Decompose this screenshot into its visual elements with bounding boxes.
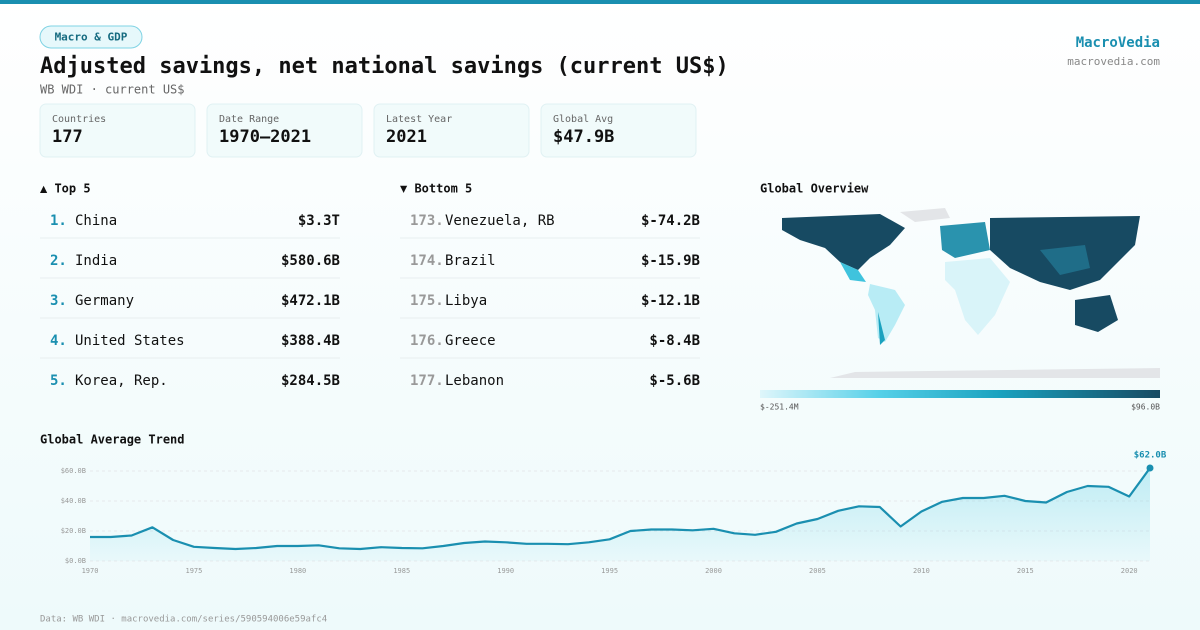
title: Adjusted savings, net national savings (… [40, 54, 729, 79]
legend-max: $96.0B [1131, 403, 1160, 412]
rank: 2. [50, 253, 67, 269]
x-tick-label: 1995 [601, 567, 618, 575]
site[interactable]: macrovedia.com [1067, 55, 1160, 68]
country-name: Lebanon [445, 373, 504, 389]
country-name: China [75, 213, 117, 229]
rank: 175. [410, 293, 444, 309]
y-tick-label: $60.0B [61, 467, 86, 475]
country-name: Venezuela, RB [445, 213, 555, 229]
country-name: Brazil [445, 253, 496, 269]
stat-value: 2021 [386, 127, 427, 147]
stat-card [373, 103, 530, 158]
badge-text: Macro & GDP [55, 31, 128, 44]
country-value: $-74.2B [641, 213, 700, 229]
rank: 3. [50, 293, 67, 309]
trend-line [90, 467, 1151, 551]
country-value: $472.1B [281, 293, 340, 309]
stat-label: Countries [52, 114, 106, 125]
end-point [1146, 464, 1154, 472]
rank: 174. [410, 253, 444, 269]
stat-card [39, 103, 196, 158]
stat-label: Global Avg [553, 114, 613, 125]
x-tick-label: 2000 [705, 567, 722, 575]
country-value: $3.3T [298, 213, 340, 229]
country-name: Greece [445, 333, 496, 349]
country-value: $-12.1B [641, 293, 700, 309]
rank: 1. [50, 213, 67, 229]
country-name: United States [75, 333, 185, 349]
subtitle: WB WDI · current US$ [40, 83, 185, 97]
map-title: Global Overview [760, 182, 869, 196]
y-tick-label: $0.0B [65, 557, 86, 565]
x-tick-label: 1980 [289, 567, 306, 575]
stat-label: Latest Year [386, 114, 452, 125]
x-tick-label: 2010 [913, 567, 930, 575]
color-scale [760, 390, 1160, 398]
rank: 176. [410, 333, 444, 349]
country-value: $-8.4B [649, 333, 700, 349]
x-tick-label: 1990 [497, 567, 514, 575]
rank: 5. [50, 373, 67, 389]
rank: 177. [410, 373, 444, 389]
country-name: Korea, Rep. [75, 373, 168, 389]
x-tick-label: 1975 [185, 567, 202, 575]
top-heading: ▲ Top 5 [40, 182, 91, 196]
rank: 173. [410, 213, 444, 229]
rank: 4. [50, 333, 67, 349]
stat-label: Date Range [219, 114, 279, 125]
country-value: $-5.6B [649, 373, 700, 389]
country-value: $388.4B [281, 333, 340, 349]
y-tick-label: $20.0B [61, 527, 86, 535]
x-tick-label: 2020 [1121, 567, 1138, 575]
top-bar [0, 0, 1200, 4]
country-value: $-15.9B [641, 253, 700, 269]
stat-card [540, 103, 697, 158]
x-tick-label: 1970 [82, 567, 99, 575]
y-tick-label: $40.0B [61, 497, 86, 505]
value-label: $62.0B [1134, 451, 1167, 461]
country-value: $580.6B [281, 253, 340, 269]
brand[interactable]: MacroVedia [1076, 35, 1160, 51]
chart-title: Global Average Trend [40, 433, 185, 447]
stat-value: $47.9B [553, 127, 614, 147]
country-name: Libya [445, 293, 487, 309]
x-tick-label: 1985 [393, 567, 410, 575]
legend-min: $-251.4M [760, 403, 799, 412]
bottom-heading: ▼ Bottom 5 [400, 182, 472, 196]
x-tick-label: 2015 [1017, 567, 1034, 575]
badge [39, 25, 143, 49]
stat-value: 1970–2021 [219, 127, 311, 147]
stat-value: 177 [52, 127, 83, 147]
trend-area [90, 468, 1150, 561]
country-value: $284.5B [281, 373, 340, 389]
x-tick-label: 2005 [809, 567, 826, 575]
world-map [782, 208, 1160, 378]
stat-card [206, 103, 363, 158]
country-name: India [75, 253, 117, 269]
country-name: Germany [75, 293, 134, 309]
footer: Data: WB WDI · macrovedia.com/series/590… [40, 615, 327, 625]
